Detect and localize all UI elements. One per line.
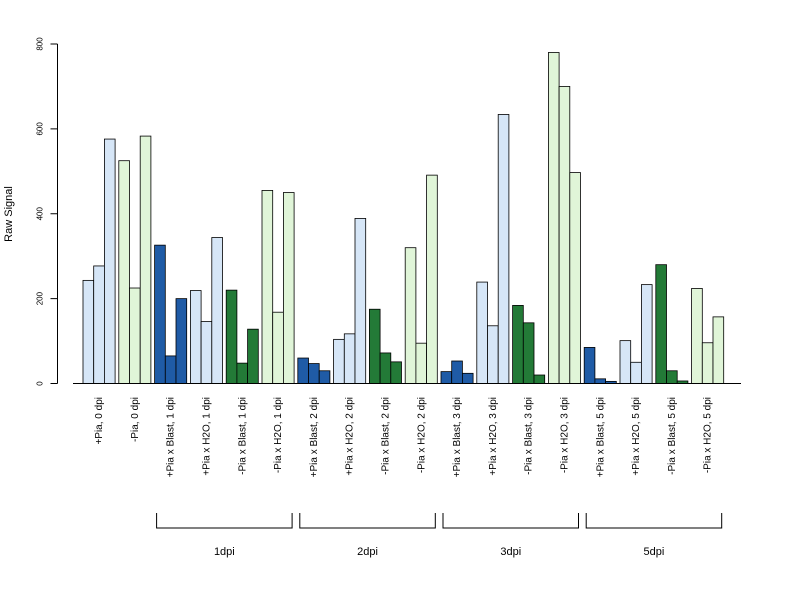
bar (129, 287, 141, 384)
category-label: +Pia x Blast, 5 dpi (595, 397, 606, 477)
bar (701, 342, 714, 384)
category-label: -Pia x H2O, 1 dpi (273, 397, 284, 473)
category-label: +Pia x H2O, 1 dpi (201, 397, 212, 476)
y-tick-label: 600 (36, 122, 45, 136)
bar (82, 279, 95, 384)
bar (318, 370, 331, 384)
bar (390, 361, 402, 384)
category-label: -Pia x Blast, 3 dpi (524, 397, 535, 475)
bar (225, 289, 238, 384)
category-label: +Pia x H2O, 3 dpi (488, 397, 499, 476)
bar (440, 371, 453, 384)
bar (619, 340, 632, 384)
bar (666, 370, 678, 384)
bar (93, 265, 105, 384)
y-tick-label: 0 (36, 381, 45, 386)
category-label: -Pia x Blast, 2 dpi (380, 397, 391, 475)
bar (368, 308, 381, 384)
bar (211, 237, 223, 384)
bar (630, 361, 642, 384)
bar (333, 338, 345, 384)
bar (104, 138, 116, 384)
bar (354, 218, 367, 384)
bar (282, 192, 295, 384)
bar (139, 135, 152, 384)
bar (691, 288, 703, 384)
group-label: 2dpi (357, 546, 378, 558)
category-label: -Pia x H2O, 3 dpi (559, 397, 570, 473)
category-label: -Pia x Blast, 5 dpi (667, 397, 678, 475)
bar (118, 160, 130, 384)
bar (655, 264, 667, 384)
category-label: +Pia x Blast, 1 dpi (166, 397, 177, 477)
category-label: -Pia, 0 dpi (130, 397, 141, 442)
y-axis: 0 200 400 600 800 (36, 37, 58, 386)
category-labels: +Pia, 0 dpi -Pia, 0 dpi +Pia x Blast, 1 dp… (94, 397, 714, 477)
bar (533, 374, 546, 384)
bar (404, 247, 417, 384)
bar (200, 321, 213, 384)
group-bracket (299, 513, 436, 529)
bar (154, 244, 166, 384)
bar (548, 52, 560, 384)
group-bracket (585, 513, 723, 529)
category-label: +Pia, 0 dpi (94, 397, 105, 445)
bar (522, 322, 535, 384)
bar (247, 328, 259, 384)
bar (426, 174, 438, 384)
bar (569, 172, 581, 384)
category-label: -Pia x Blast, 1 dpi (237, 397, 248, 475)
bar (641, 284, 653, 384)
group-bracket (156, 513, 293, 529)
bar (712, 316, 725, 384)
bar (461, 372, 474, 384)
category-label: -Pia x H2O, 5 dpi (703, 397, 714, 473)
category-label: +Pia x H2O, 5 dpi (631, 397, 642, 476)
bar (236, 362, 248, 384)
bar (583, 347, 596, 384)
bars (82, 52, 725, 384)
bar (497, 114, 510, 384)
group-label: 1dpi (214, 546, 235, 558)
y-tick-label: 400 (36, 207, 45, 221)
bar (415, 342, 427, 384)
bar (272, 311, 284, 384)
bar (451, 360, 463, 384)
dpi-group-brackets: 1dpi 2dpi 3dpi 5dpi (156, 513, 723, 558)
category-label: +Pia x H2O, 2 dpi (345, 397, 356, 476)
bar (476, 281, 488, 384)
bar (175, 298, 188, 384)
bar (379, 352, 392, 384)
bar (594, 378, 607, 384)
bar (308, 363, 320, 384)
bar (343, 333, 356, 384)
group-bracket (442, 513, 579, 529)
bar (512, 305, 524, 384)
y-tick-label: 200 (36, 291, 45, 305)
category-label: -Pia x H2O, 2 dpi (416, 397, 427, 473)
bar (487, 325, 499, 384)
category-label: +Pia x Blast, 3 dpi (452, 397, 463, 477)
bar (261, 190, 274, 384)
bar (558, 86, 571, 384)
category-label: +Pia x Blast, 2 dpi (309, 397, 320, 477)
bar (297, 357, 309, 384)
bar (164, 355, 177, 384)
y-tick-label: 800 (36, 37, 45, 51)
y-axis-title: Raw Signal (3, 186, 15, 242)
bar (189, 290, 202, 384)
group-label: 5dpi (644, 546, 665, 558)
group-label: 3dpi (500, 546, 521, 558)
